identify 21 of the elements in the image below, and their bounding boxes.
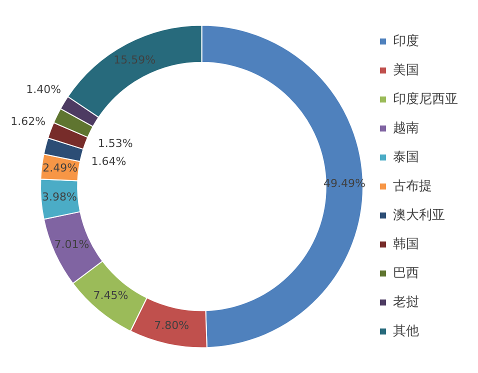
legend-label: 泰国 <box>393 150 419 165</box>
data-label: 15.59% <box>114 53 156 66</box>
legend-label: 澳大利亚 <box>393 208 445 223</box>
data-label: 7.01% <box>54 238 90 252</box>
legend-label: 古布提 <box>393 178 432 194</box>
data-label: 2.49% <box>42 162 78 175</box>
legend-label: 印度尼西亚 <box>393 90 458 107</box>
legend-label: 老挝 <box>393 294 419 310</box>
data-label: 1.40% <box>26 82 62 96</box>
legend-label: 其他 <box>393 324 419 339</box>
data-label: 7.80% <box>154 318 190 332</box>
legend-label: 美国 <box>393 62 419 78</box>
legend-label: 韩国 <box>393 236 419 252</box>
data-label: 1.64% <box>91 155 126 168</box>
legend-label: 越南 <box>393 120 419 136</box>
data-label: 3.98% <box>42 190 77 204</box>
legend-label: 印度 <box>393 32 419 49</box>
legend-label: 巴西 <box>393 266 419 281</box>
data-label: 7.45% <box>93 289 128 302</box>
data-label: 1.62% <box>10 114 46 128</box>
data-label: 1.53% <box>98 137 133 150</box>
